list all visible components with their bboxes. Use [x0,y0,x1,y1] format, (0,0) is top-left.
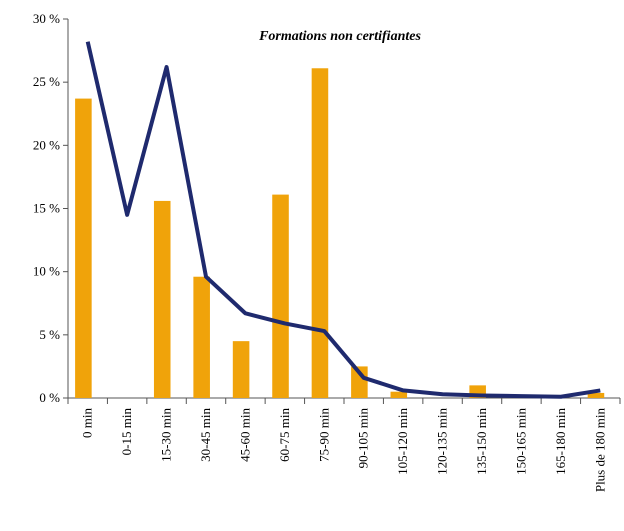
x-tick-label: 165-180 min [553,408,568,475]
x-tick-label: 0-15 min [119,408,134,456]
x-tick-label: 105-120 min [395,408,410,475]
bar [587,392,605,398]
bar [390,391,408,398]
bar [351,366,368,398]
x-tick-label: 135-150 min [474,408,489,475]
bar [311,68,329,399]
y-tick-label: 0 % [39,390,60,405]
x-tick-label: 120-135 min [435,408,450,475]
bar [232,341,250,398]
x-tick-label: 60-75 min [277,408,292,462]
x-tick-label: 90-105 min [356,408,371,469]
bar [153,200,171,398]
y-tick-label: 10 % [33,264,60,279]
line [85,41,601,399]
x-tick-label: Plus de 180 min [592,408,607,493]
y-tick-label: 20 % [33,137,60,152]
x-tick-label: 150-165 min [513,408,528,475]
x-tick-label: 0 min [80,408,95,438]
bar [272,194,289,398]
bar [193,276,210,398]
y-tick-label: 30 % [33,11,60,26]
y-tick-label: 25 % [33,74,60,89]
y-tick-label: 5 % [39,327,60,342]
y-tick-label: 15 % [33,201,60,216]
chart-title: Formations non certifiantes [258,29,421,44]
x-tick-label: 30-45 min [198,408,213,462]
x-tick-label: 45-60 min [237,408,252,462]
x-tick-label: 75-90 min [316,408,331,462]
bar [75,98,92,398]
x-tick-label: 15-30 min [159,408,174,462]
